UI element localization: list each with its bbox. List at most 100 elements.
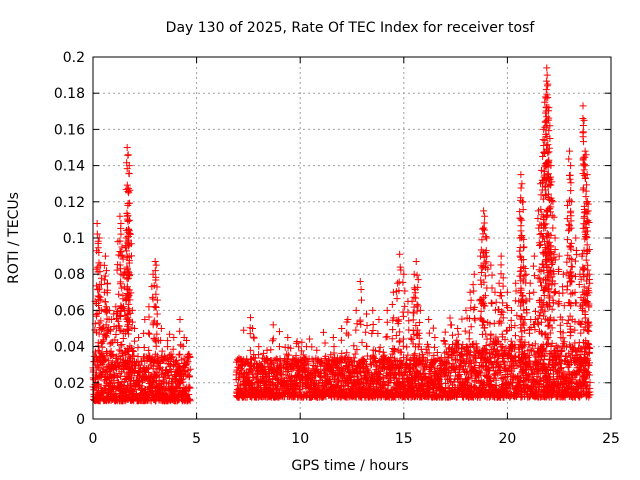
data-point [107,380,115,388]
data-point [534,215,542,223]
data-point [94,244,102,252]
data-point [517,171,525,179]
data-point [110,373,118,381]
data-point [275,343,283,351]
data-point [298,347,306,355]
data-point [579,122,587,130]
data-point [394,279,402,287]
data-point [412,294,420,302]
data-point [559,289,567,297]
data-point [358,296,366,304]
data-point [441,328,449,336]
data-point [431,334,439,342]
data-point [567,179,575,187]
data-point [352,306,360,314]
data-point [337,336,345,344]
data-point [470,287,478,295]
data-point [580,265,588,273]
data-point [520,243,528,251]
data-point [582,193,590,201]
data-point [151,258,159,266]
x-tick-label: 20 [498,431,516,447]
x-tick-label: 15 [395,431,413,447]
data-point [404,308,412,316]
data-point [268,337,276,345]
data-point [488,284,496,292]
data-point [413,307,421,315]
data-point [502,327,510,335]
data-point [135,334,143,342]
data-point [93,230,101,238]
data-point [369,326,377,334]
data-point [289,378,297,386]
data-point [396,337,404,345]
data-point [487,331,495,339]
data-point [357,286,365,294]
data-point [330,343,338,351]
data-point [185,383,193,391]
data-point [544,141,552,149]
data-point [285,351,293,359]
data-point [338,325,346,332]
data-point [246,314,254,322]
data-point [523,297,531,305]
data-point [544,149,552,157]
data-point [532,307,540,315]
data-point [343,329,351,337]
x-tick-label: 25 [602,431,620,447]
data-point [352,326,360,334]
data-point [240,326,248,334]
data-point [375,315,383,323]
y-tick-label: 0.02 [54,376,85,392]
data-point [393,295,401,303]
data-point [286,374,294,382]
data-point [418,350,426,358]
data-point [458,315,466,323]
data-point [579,133,587,141]
data-point [267,346,275,354]
data-point [399,312,407,320]
data-point [134,344,142,352]
data-point [101,252,109,260]
data-point [546,208,554,216]
data-point [580,116,588,124]
data-point [321,339,329,347]
data-point [543,64,551,72]
data-point [275,328,283,336]
data-point [410,293,418,301]
data-point [145,346,153,354]
y-tick-label: 0.04 [54,340,85,356]
data-point [497,292,505,300]
data-point [363,321,371,329]
data-point [546,292,554,300]
data-point [513,311,521,319]
data-point [293,337,301,345]
data-point [241,369,249,377]
data-point [176,315,184,323]
data-point [543,77,551,85]
data-point [170,334,178,342]
data-point [123,144,131,151]
data-point [164,337,172,345]
data-point [471,316,479,324]
data-point [358,338,366,346]
data-point [564,251,572,259]
data-point [567,187,575,195]
data-point [470,270,478,278]
data-point [351,350,359,358]
data-point [130,385,138,393]
data-point [571,299,579,307]
data-point [369,320,377,328]
y-tick-label: 0 [76,412,85,428]
data-point [429,324,437,332]
data-point [416,318,424,326]
data-point [507,337,515,345]
data-point [517,222,525,230]
data-point [503,288,511,296]
data-point [292,339,300,347]
data-point [392,332,400,340]
data-point [263,346,271,354]
data-point [143,365,151,373]
data-point [401,302,409,310]
